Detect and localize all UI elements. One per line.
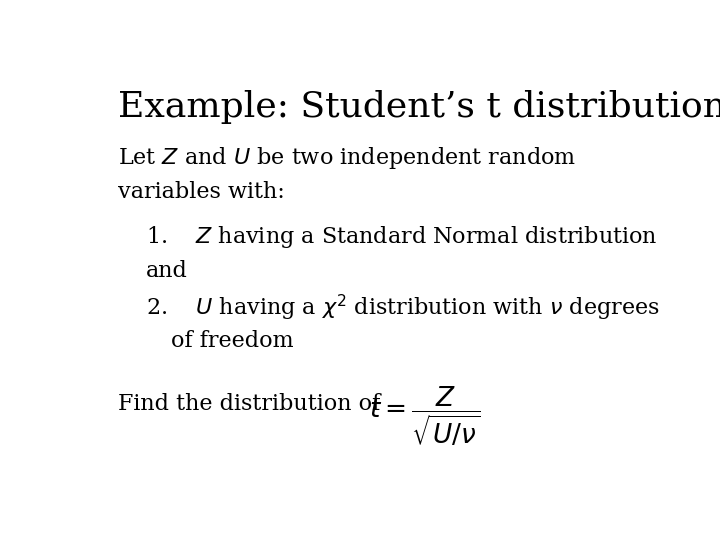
Text: of freedom: of freedom [171,330,294,352]
Text: 1.    $Z$ having a Standard Normal distribution: 1. $Z$ having a Standard Normal distribu… [145,224,657,251]
Text: 2.    $U$ having a $\chi^2$ distribution with $\nu$ degrees: 2. $U$ having a $\chi^2$ distribution wi… [145,293,660,323]
Text: Find the distribution of: Find the distribution of [118,393,380,415]
Text: variables with:: variables with: [118,180,284,202]
Text: Example: Student’s t distribution: Example: Student’s t distribution [118,90,720,124]
Text: Let $Z$ and $U$ be two independent random: Let $Z$ and $U$ be two independent rando… [118,145,576,171]
Text: $t = \dfrac{Z}{\sqrt{U/\nu}}$: $t = \dfrac{Z}{\sqrt{U/\nu}}$ [369,384,480,448]
Text: and: and [145,260,188,282]
